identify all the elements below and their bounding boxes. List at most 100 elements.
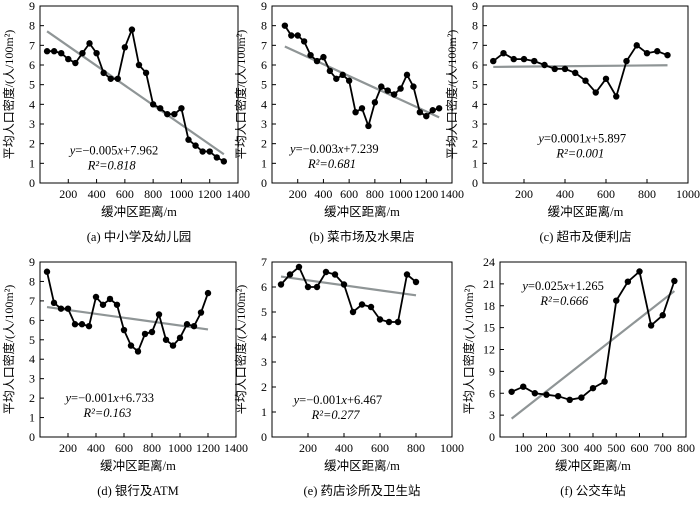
x-tick-label: 600 <box>340 187 358 201</box>
y-tick-label: 4 <box>261 97 267 111</box>
panel-caption: (f) 公交车站 <box>560 483 626 498</box>
data-point <box>352 109 359 116</box>
y-tick-label: 9 <box>29 255 35 269</box>
x-tick-label: 1400 <box>226 187 250 201</box>
data-point <box>643 50 651 57</box>
x-tick-label: 400 <box>87 441 105 455</box>
y-tick-label: 9 <box>29 0 35 13</box>
data-point <box>358 301 366 308</box>
data-point <box>176 334 184 342</box>
y-tick-label: 3 <box>261 355 267 369</box>
data-point <box>85 322 93 330</box>
data-point <box>508 388 515 395</box>
data-point <box>313 57 321 65</box>
x-tick-label: 1400 <box>440 187 464 201</box>
chart-panel-1: 0 1 2 3 4 5 6 7 8 9 200 400 600 800 1000 1200 1400 y=−0.0… <box>1 0 250 244</box>
data-point <box>220 158 228 165</box>
x-tick-label: 300 <box>561 441 579 455</box>
y-tick-label: 2 <box>261 137 267 151</box>
data-point <box>671 277 678 285</box>
data-point <box>148 328 156 336</box>
data-point <box>178 105 185 112</box>
r-squared: R²=0.681 <box>307 157 356 171</box>
x-tick-label: 400 <box>335 441 353 455</box>
data-point <box>397 85 404 92</box>
y-tick-label: 7 <box>29 294 35 308</box>
x-tick-label: 800 <box>143 441 161 455</box>
y-axis-label: 平均人口密度/(人/100m²) <box>444 30 459 160</box>
data-point <box>190 322 198 330</box>
data-point <box>531 57 538 65</box>
data-point <box>93 50 100 57</box>
data-point <box>654 48 661 55</box>
panel-caption: (b) 菜市场及水果店 <box>309 229 414 244</box>
data-point <box>390 91 398 98</box>
data-point <box>320 53 327 61</box>
data-point <box>72 59 79 67</box>
chart-panel-4: 0 1 2 3 4 5 6 7 8 9 200 400 600 800 1000 1200 1400 y=−0.0… <box>1 255 248 498</box>
x-tick-label: 200 <box>538 441 556 455</box>
series-line <box>280 265 417 323</box>
data-point <box>520 55 528 63</box>
x-axis-label: 缓冲区距离/m <box>100 458 176 473</box>
x-tick-label: 1000 <box>389 187 413 201</box>
data-point <box>376 316 384 323</box>
r-squared: R²=0.277 <box>311 408 361 422</box>
trend-line <box>510 290 676 420</box>
data-point <box>624 278 632 285</box>
trend-equation: y=0.025x+1.265 <box>520 279 604 293</box>
x-tick-label: 200 <box>299 441 317 455</box>
trend-line <box>46 305 209 331</box>
data-point <box>281 22 289 29</box>
y-axis-label: 平均人口密度/(人/100m²) <box>1 285 16 415</box>
y-tick-label: 2 <box>29 137 35 151</box>
data-point <box>313 283 321 291</box>
data-point <box>345 77 353 84</box>
data-point <box>385 318 393 326</box>
data-point <box>183 321 191 328</box>
x-tick-label: 800 <box>407 441 425 455</box>
data-point <box>358 105 366 112</box>
data-point <box>169 342 177 349</box>
data-point <box>78 321 86 328</box>
x-tick-label: 800 <box>366 187 384 201</box>
y-tick-label: 6 <box>261 280 267 294</box>
data-point <box>107 75 114 82</box>
data-point <box>623 57 630 65</box>
data-point <box>157 105 164 112</box>
y-tick-label: 8 <box>261 19 267 33</box>
data-point <box>199 148 206 155</box>
y-tick-label: 0 <box>261 176 267 190</box>
data-point <box>127 342 135 349</box>
trend-equation: y=−0.003x+7.239 <box>288 142 379 156</box>
data-point <box>339 71 346 79</box>
y-tick-label: 7 <box>29 38 35 52</box>
y-tick-label: 6 <box>261 58 267 72</box>
data-point <box>43 48 51 55</box>
data-point <box>128 26 136 33</box>
data-point <box>340 281 348 288</box>
data-point <box>134 348 142 355</box>
data-point <box>135 61 143 69</box>
data-point <box>416 109 424 116</box>
data-point <box>307 51 314 59</box>
data-point <box>286 271 294 278</box>
y-tick-label: 3 <box>29 372 35 386</box>
data-point <box>326 67 334 75</box>
y-tick-label: 0 <box>472 176 478 190</box>
y-tick-label: 4 <box>29 352 35 366</box>
y-tick-label: 6 <box>29 313 35 327</box>
plot-frame <box>39 261 237 438</box>
y-tick-label: 1 <box>261 405 267 419</box>
data-point <box>613 297 620 304</box>
data-point <box>185 136 192 143</box>
x-axis-label: 缓冲区距离/m <box>324 204 400 219</box>
y-tick-label: 6 <box>489 386 495 400</box>
x-axis-label: 缓冲区距离/m <box>324 458 400 473</box>
x-tick-label: 800 <box>677 441 695 455</box>
y-tick-label: 7 <box>261 38 267 52</box>
data-point <box>520 383 527 390</box>
y-tick-label: 7 <box>472 38 478 52</box>
y-tick-label: 5 <box>29 78 35 92</box>
data-point <box>304 283 312 291</box>
